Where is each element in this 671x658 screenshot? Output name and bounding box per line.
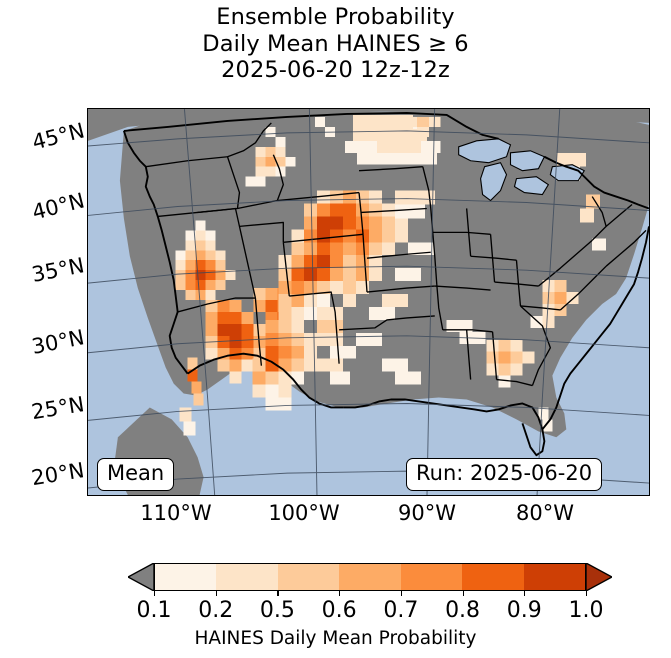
lat-label-20n: 20°N <box>29 458 86 491</box>
title-line-2: Daily Mean HAINES ≥ 6 <box>202 30 469 57</box>
colorbar-tick-label-3: 0.6 <box>321 598 357 623</box>
colorbar-under-arrow <box>128 563 154 591</box>
colorbar-tick-4 <box>400 591 403 596</box>
colorbar-tick-3 <box>339 591 341 596</box>
colorbar-tick-label-5: 0.8 <box>445 598 481 623</box>
colorbar-tick-label-6: 0.9 <box>506 598 542 623</box>
lon-label-100w: 100°W <box>268 501 340 525</box>
colorbar-tick-2 <box>277 591 279 596</box>
colorbar-band-1 <box>216 564 278 590</box>
mean-annotation-box: Mean <box>97 458 175 491</box>
map-panel[interactable] <box>87 108 650 496</box>
colorbar-tick-label-2: 0.5 <box>259 598 295 623</box>
mean-label: Mean <box>107 461 165 485</box>
great-lakes <box>458 138 586 202</box>
colorbar-tick-label-7: 1.0 <box>568 598 604 623</box>
colorbar-band-4 <box>400 564 463 590</box>
national-borders <box>122 112 649 457</box>
colorbar-tick-label-4: 0.7 <box>383 598 419 623</box>
colorbar-tick-label-0: 0.1 <box>136 598 172 623</box>
colorbar-band-6 <box>523 564 585 590</box>
colorbar-tick-1 <box>215 591 217 596</box>
run-annotation-box: Run: 2025-06-20 <box>406 458 603 491</box>
state-boundaries <box>145 122 647 387</box>
lat-label-40n: 40°N <box>29 188 87 225</box>
lat-label-45n: 45°N <box>29 118 87 155</box>
colorbar-tick-7 <box>586 591 588 596</box>
colorbar-band-0 <box>155 564 217 590</box>
colorbar-tick-5 <box>462 591 464 596</box>
colorbar-gradient[interactable] <box>154 563 586 591</box>
lat-label-35n: 35°N <box>29 253 87 287</box>
colorbar[interactable]: 0.1 0.2 0.5 0.6 0.7 0.8 0.9 1.0 HAINES Daily Me… <box>0 556 671 658</box>
chart-title: Ensemble Probability Daily Mean HAINES ≥… <box>0 4 671 84</box>
colorbar-tick-0 <box>154 591 156 596</box>
probability-grid <box>175 114 607 436</box>
title-line-1: Ensemble Probability <box>216 4 455 30</box>
lon-label-110w: 110°W <box>140 501 212 525</box>
lon-label-90w: 90°W <box>398 501 456 525</box>
title-line-3: 2025-06-20 12z-12z <box>221 57 450 83</box>
lat-label-25n: 25°N <box>29 392 86 425</box>
colorbar-title: HAINES Daily Mean Probability <box>194 628 477 649</box>
colorbar-over-arrow <box>586 563 612 591</box>
colorbar-band-2 <box>277 564 340 590</box>
colorbar-band-3 <box>339 564 401 590</box>
lon-label-80w: 80°W <box>516 501 574 525</box>
colorbar-tick-6 <box>524 591 526 596</box>
map-canvas <box>88 109 649 495</box>
colorbar-band-5 <box>462 564 524 590</box>
colorbar-tick-label-1: 0.2 <box>198 598 234 623</box>
run-label: Run: 2025-06-20 <box>416 461 593 485</box>
lat-label-30n: 30°N <box>29 325 87 359</box>
